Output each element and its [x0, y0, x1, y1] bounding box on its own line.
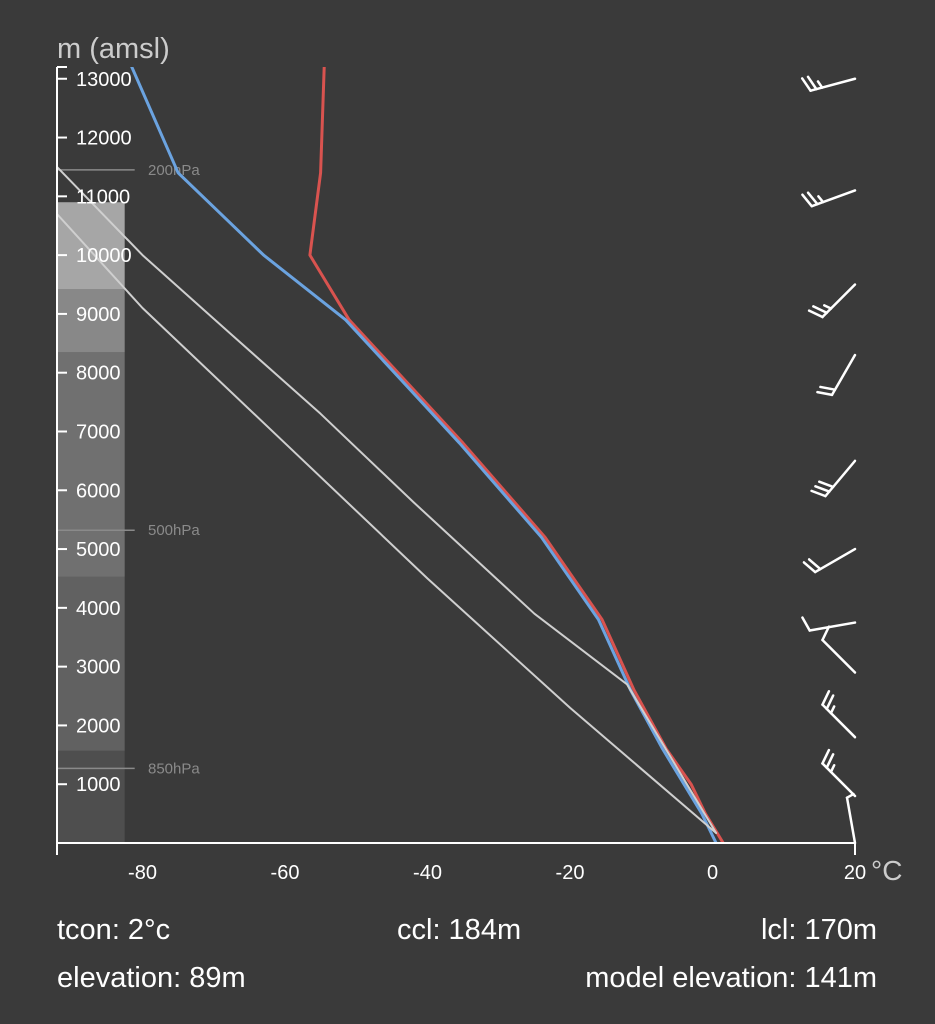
y-tick-label: 7000 [76, 421, 121, 443]
y-tick-label: 5000 [76, 539, 121, 561]
axes: 1000 2000 3000 4000 5000 6000 7000 8000 9000 1000… [56, 33, 902, 886]
wind-barb [845, 792, 857, 845]
x-tick-label: -20 [556, 862, 585, 884]
y-tick-label: 10000 [76, 245, 132, 267]
profile-lines [57, 67, 725, 843]
wind-barb [802, 547, 857, 574]
pressure-level-label: 500hPa [148, 522, 200, 539]
ccl-readout: ccl: 184m [397, 914, 522, 946]
x-tick-label: -60 [271, 862, 300, 884]
y-tick-label: 3000 [76, 657, 121, 679]
cloud-band-3 [57, 289, 125, 353]
pressure-level-label: 850hPa [148, 760, 200, 777]
x-tick-label: 20 [844, 862, 866, 884]
x-tick-label: 0 [707, 862, 718, 884]
wind-barb [821, 748, 857, 798]
wind-barb [801, 616, 857, 632]
cloud-band-1 [57, 576, 125, 751]
x-tick-label: -80 [128, 862, 157, 884]
wind-barb [807, 283, 857, 319]
wind-barb [816, 353, 857, 397]
cloud-band-0 [57, 750, 125, 843]
lcl-readout: lcl: 170m [760, 914, 877, 946]
y-tick-label: 1000 [76, 774, 121, 796]
y-axis-label: m (amsl) [57, 33, 170, 65]
pressure-level-label: 200hPa [148, 162, 200, 179]
y-tick-label: 11000 [76, 186, 130, 208]
model-elevation-readout: model elevation: 141m [585, 962, 877, 994]
wind-barbs [800, 75, 857, 845]
y-tick-label: 6000 [76, 480, 121, 502]
cloud-bands [57, 202, 125, 843]
x-unit-label: °C [871, 855, 902, 886]
y-tick-label: 12000 [76, 128, 132, 150]
cloud-band-2 [57, 352, 125, 577]
elevation-readout: elevation: 89m [57, 962, 246, 994]
y-tick-label: 8000 [76, 363, 121, 385]
tcon-readout: tcon: 2°c [57, 914, 171, 946]
sounding-chart: 200hPa 500hPa 850hPa 1000 2000 3000 4000 5000 6… [56, 33, 902, 886]
y-tick-label: 13000 [76, 69, 132, 91]
y-tick-label: 9000 [76, 304, 121, 326]
y-tick-label: 4000 [76, 598, 121, 620]
moist-adiabat-line [57, 165, 718, 834]
pressure-levels: 200hPa 500hPa 850hPa [57, 162, 200, 777]
dry-adiabat-line [57, 213, 718, 834]
dewpoint-line [130, 67, 718, 843]
y-tick-label: 2000 [76, 715, 121, 737]
x-tick-label: -40 [413, 862, 442, 884]
wind-barb [801, 189, 857, 208]
wind-barb [800, 75, 857, 92]
wind-barb [821, 690, 857, 739]
temperature-line [308, 67, 725, 843]
wind-barb [810, 459, 857, 498]
wind-barb [821, 625, 857, 674]
